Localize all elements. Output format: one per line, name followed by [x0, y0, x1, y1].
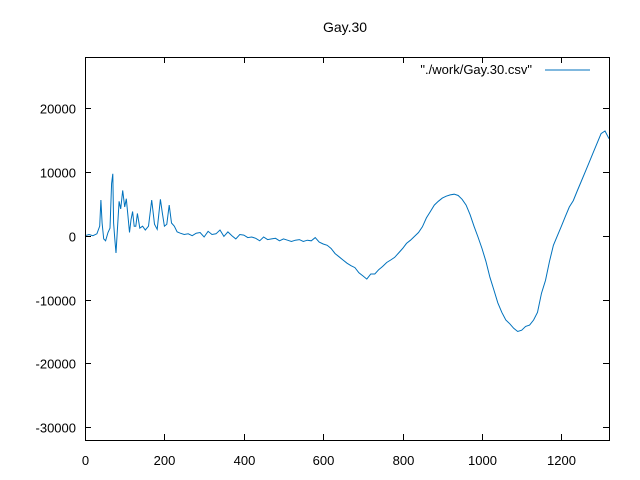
y-tick-label: -30000 — [36, 421, 76, 436]
chart-title: Gay.30 — [323, 19, 367, 35]
x-tick-label: 1200 — [547, 453, 576, 468]
y-tick-label: 10000 — [40, 166, 76, 181]
y-tick-label: -10000 — [36, 294, 76, 309]
y-tick-label: 20000 — [40, 102, 76, 117]
x-tick-label: 0 — [82, 453, 89, 468]
y-tick-label: 0 — [69, 230, 76, 245]
legend-label: "./work/Gay.30.csv" — [420, 62, 532, 77]
x-tick-label: 200 — [154, 453, 176, 468]
y-tick-label: -20000 — [36, 357, 76, 372]
x-tick-label: 400 — [234, 453, 256, 468]
y-axis-ticks: -30000 -20000 -10000 0 10000 20000 — [36, 102, 609, 436]
series-line — [84, 130, 610, 333]
legend: "./work/Gay.30.csv" — [420, 62, 590, 77]
x-axis-ticks: 0 200 400 600 800 1000 1200 — [82, 57, 576, 468]
x-tick-label: 800 — [393, 453, 415, 468]
plot-frame — [85, 57, 610, 441]
x-tick-label: 600 — [313, 453, 335, 468]
x-tick-label: 1000 — [468, 453, 497, 468]
